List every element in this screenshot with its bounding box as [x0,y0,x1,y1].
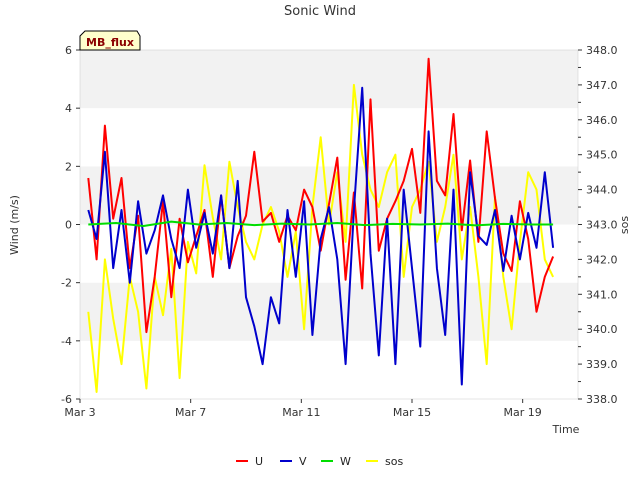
y-right-tick-label: 345.0 [586,149,618,162]
y-left-tick-label: 6 [65,44,72,57]
series-line-w [88,220,554,227]
y-left-tick-label: -4 [61,335,72,348]
y-left-tick-label: 2 [65,160,72,173]
y-left-tick-label: -2 [61,277,72,290]
y-right-tick-label: 339.0 [586,358,618,371]
y-right-tick-label: 347.0 [586,79,618,92]
x-tick-label: Mar 15 [393,406,431,419]
legend-label-sos: sos [385,455,403,468]
y-right-ticks: 338.0 339.0 340.0 341.0 342.0 343.0 344.0 345.0… [578,44,618,406]
series-line-sos [87,83,555,393]
y-right-tick-label: 338.0 [586,393,618,406]
y-right-label: sos [618,216,631,234]
mb-flux-badge: MB_flux [79,30,141,51]
chart-title: Sonic Wind [284,4,356,19]
series-layer [87,57,555,393]
legend-label-w: W [340,455,351,468]
series-line-v [87,86,555,386]
grid-band [80,340,578,399]
x-tick-label: Mar 7 [175,406,206,419]
y-left-tick-label: 4 [65,102,72,115]
y-right-tick-label: 343.0 [586,219,618,232]
y-left-label: Wind (m/s) [8,195,21,255]
y-right-tick-label: 344.0 [586,184,618,197]
y-right-tick-label: 342.0 [586,253,618,266]
legend-label-v: V [299,455,307,468]
grid-band [80,108,578,167]
badge-label: MB_flux [86,36,134,49]
x-axis-label: Time [552,423,580,436]
y-right-tick-label: 340.0 [586,323,618,336]
grid-band [80,224,578,283]
grid-band [80,50,578,109]
y-left-tick-label: 0 [65,219,72,232]
grid-bands [80,50,578,399]
y-right-tick-label: 348.0 [586,44,618,57]
y-left-tick-label: -6 [61,393,72,406]
y-right-tick-label: 346.0 [586,114,618,127]
x-ticks: Mar 3 Mar 7 Mar 11 Mar 15 Mar 19 [64,399,542,419]
y-right-tick-label: 341.0 [586,288,618,301]
x-tick-label: Mar 19 [504,406,542,419]
y-left-ticks: -6 -4 -2 0 2 4 6 [61,44,80,406]
legend-label-u: U [255,455,263,468]
x-tick-label: Mar 3 [64,406,95,419]
grid-band [80,282,578,341]
x-tick-label: Mar 11 [282,406,320,419]
